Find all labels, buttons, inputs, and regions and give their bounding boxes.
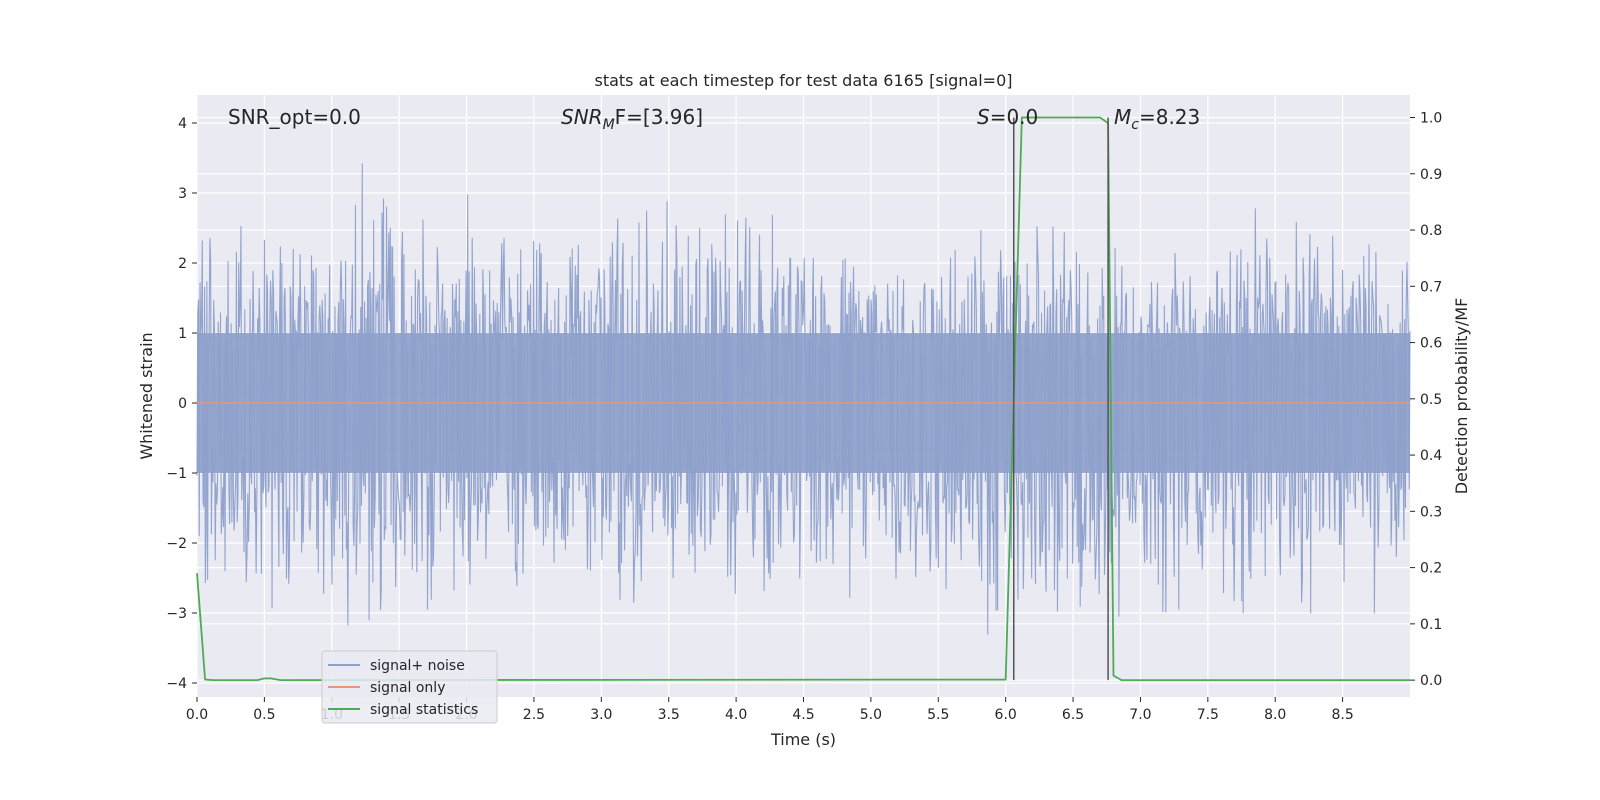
y-left-tick-label: −2 (166, 536, 187, 552)
annotation-snr-mf-sub: M (603, 117, 615, 133)
x-tick-label: 3.0 (590, 707, 612, 723)
legend-entry-signal-only: signal only (370, 680, 445, 696)
x-tick-label: 5.0 (860, 707, 882, 723)
annotation-mc-rest: =8.23 (1139, 105, 1200, 129)
y-right-tick-label: 0.0 (1420, 673, 1442, 689)
y-right-tick-label: 0.5 (1420, 392, 1442, 408)
x-tick-label: 3.5 (658, 707, 680, 723)
annotation-snr-mf-main: SNR (561, 105, 603, 129)
series-signal-plus-noise-line (196, 163, 1411, 635)
x-tick-label: 6.5 (1062, 707, 1084, 723)
annotation-s: S=0.0 (977, 105, 1038, 129)
annotation-s-rest: =0.0 (990, 105, 1039, 129)
y-left-tick-label: −4 (166, 676, 187, 692)
vertical-markers (1013, 117, 1109, 681)
ticks: 0.00.51.01.52.02.53.03.54.04.55.05.56.06… (166, 111, 1442, 723)
annotation-snr-mf: SNRMF=[3.96] (561, 105, 703, 133)
x-tick-label: 2.5 (523, 707, 545, 723)
y-right-tick-label: 0.9 (1420, 167, 1442, 183)
y-left-tick-label: 0 (178, 396, 187, 412)
y-axis-label-right: Detection probability/MF (1452, 298, 1471, 495)
annotation-snr-opt: SNR_opt=0.0 (228, 105, 361, 129)
legend: signal+ noise signal only signal statist… (321, 650, 498, 724)
annotation-s-main: S (977, 105, 990, 129)
y-right-tick-label: 1.0 (1420, 111, 1442, 127)
x-tick-label: 0.0 (186, 707, 208, 723)
x-tick-label: 5.5 (927, 707, 949, 723)
chart-title: stats at each timestep for test data 616… (594, 71, 1012, 90)
y-right-tick-label: 0.7 (1420, 279, 1442, 295)
x-tick-label: 6.0 (995, 707, 1017, 723)
y-left-tick-label: 2 (178, 256, 187, 272)
legend-entry-signal-plus-noise: signal+ noise (370, 658, 465, 674)
x-tick-label: 8.5 (1331, 707, 1353, 723)
x-tick-label: 0.5 (253, 707, 275, 723)
y-right-tick-label: 0.4 (1420, 448, 1442, 464)
annotation-mc-main: M (1114, 105, 1131, 129)
annotation-mc: Mc=8.23 (1114, 105, 1200, 133)
y-right-tick-label: 0.3 (1420, 504, 1442, 520)
y-left-tick-label: 4 (178, 116, 187, 132)
x-tick-label: 7.0 (1129, 707, 1151, 723)
y-right-tick-label: 0.8 (1420, 223, 1442, 239)
annotation-snr-mf-rest: F=[3.96] (615, 105, 703, 129)
y-right-tick-label: 0.1 (1420, 617, 1442, 633)
x-tick-label: 4.0 (725, 707, 747, 723)
y-left-tick-label: 3 (178, 186, 187, 202)
x-tick-label: 7.5 (1197, 707, 1219, 723)
y-left-tick-label: −1 (166, 466, 187, 482)
y-right-tick-label: 0.6 (1420, 336, 1442, 352)
y-axis-label-left: Whitened strain (137, 332, 156, 459)
y-right-tick-label: 0.2 (1420, 561, 1442, 577)
legend-entry-signal-statistics: signal statistics (370, 702, 478, 718)
y-left-tick-label: 1 (178, 326, 187, 342)
y-left-tick-label: −3 (166, 606, 187, 622)
legend-box (321, 650, 498, 724)
annotation-mc-sub: c (1131, 117, 1139, 133)
x-tick-label: 8.0 (1264, 707, 1286, 723)
x-tick-label: 4.5 (792, 707, 814, 723)
x-axis-label: Time (s) (770, 730, 836, 749)
